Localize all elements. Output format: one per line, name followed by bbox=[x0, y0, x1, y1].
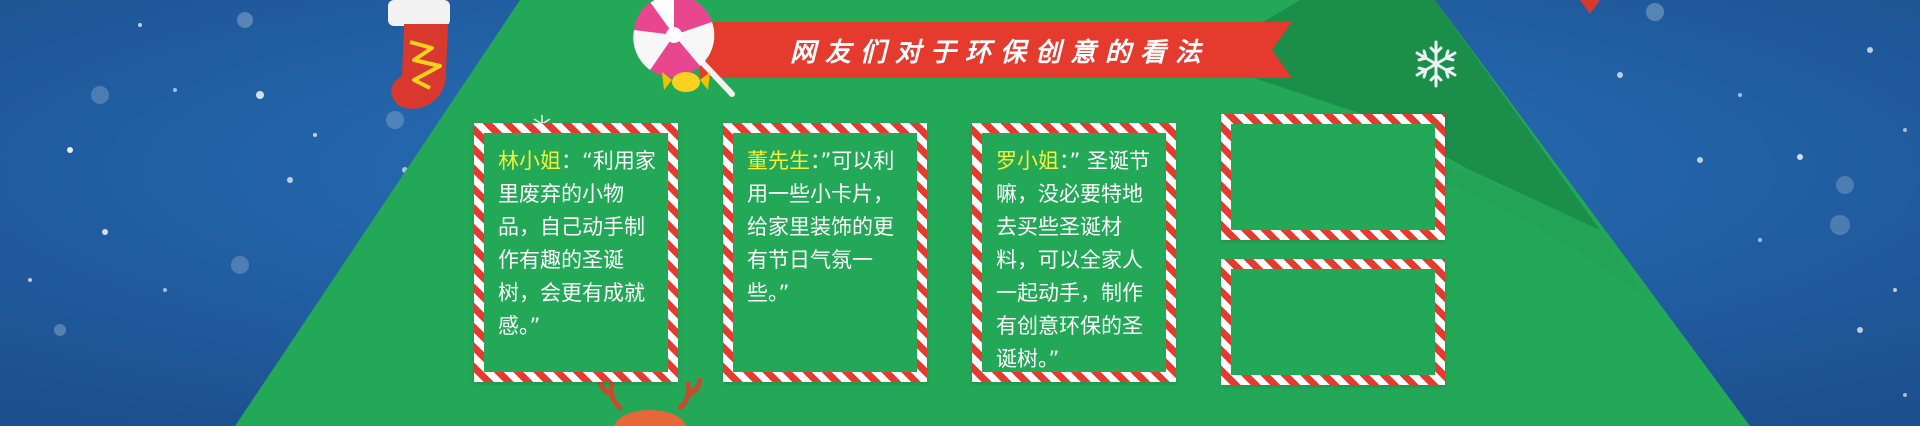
christmas-stocking-icon bbox=[388, 0, 450, 109]
candy-icon bbox=[662, 72, 710, 92]
empty-card-body bbox=[1231, 269, 1435, 375]
name-colon: ： bbox=[810, 149, 821, 173]
comment-card-2: 董先生：”可以利用一些小卡片，给家里装饰的更有节日气氛一些。” bbox=[723, 123, 927, 382]
empty-card-body bbox=[1231, 124, 1435, 230]
commenter-name: 林小姐 bbox=[498, 149, 561, 173]
title-banner-ribbon bbox=[700, 22, 1292, 78]
snow-dots bbox=[28, 3, 1907, 397]
empty-card-top bbox=[1221, 114, 1445, 240]
reindeer-icon bbox=[597, 377, 703, 426]
lollipop-icon bbox=[633, 0, 735, 97]
comment-card-3: 罗小姐：” 圣诞节嘛，没必要特地去买些圣诞材料，可以全家人一起动手，制作有创意环… bbox=[972, 123, 1176, 382]
comment-card-1: 林小姐：“利用家里废弃的小物品，自己动手制作有趣的圣诞树，会更有成就感。” bbox=[474, 123, 678, 382]
comment-card-body: 罗小姐：” 圣诞节嘛，没必要特地去买些圣诞材料，可以全家人一起动手，制作有创意环… bbox=[982, 133, 1166, 372]
empty-card-bottom bbox=[1221, 259, 1445, 385]
comment-card-body: 林小姐：“利用家里废弃的小物品，自己动手制作有趣的圣诞树，会更有成就感。” bbox=[484, 133, 668, 372]
name-colon: ： bbox=[1059, 149, 1070, 173]
comment-text: “利用家里废弃的小物品，自己动手制作有趣的圣诞树，会更有成就感。” bbox=[498, 149, 656, 338]
comment-text: ” 圣诞节嘛，没必要特地去买些圣诞材料，可以全家人一起动手，制作有创意环保的圣诞… bbox=[996, 149, 1151, 371]
comment-text: ”可以利用一些小卡片，给家里装饰的更有节日气氛一些。” bbox=[747, 149, 895, 305]
comment-card-body: 董先生：”可以利用一些小卡片，给家里装饰的更有节日气氛一些。” bbox=[733, 133, 917, 372]
name-colon: ： bbox=[561, 149, 582, 173]
snowflake-icon bbox=[1415, 40, 1457, 88]
banner-title: 网友们对于环保创意的看法 bbox=[789, 37, 1210, 68]
commenter-name: 董先生 bbox=[747, 149, 810, 173]
commenter-name: 罗小姐 bbox=[996, 149, 1059, 173]
star-icon bbox=[1580, 0, 1600, 14]
